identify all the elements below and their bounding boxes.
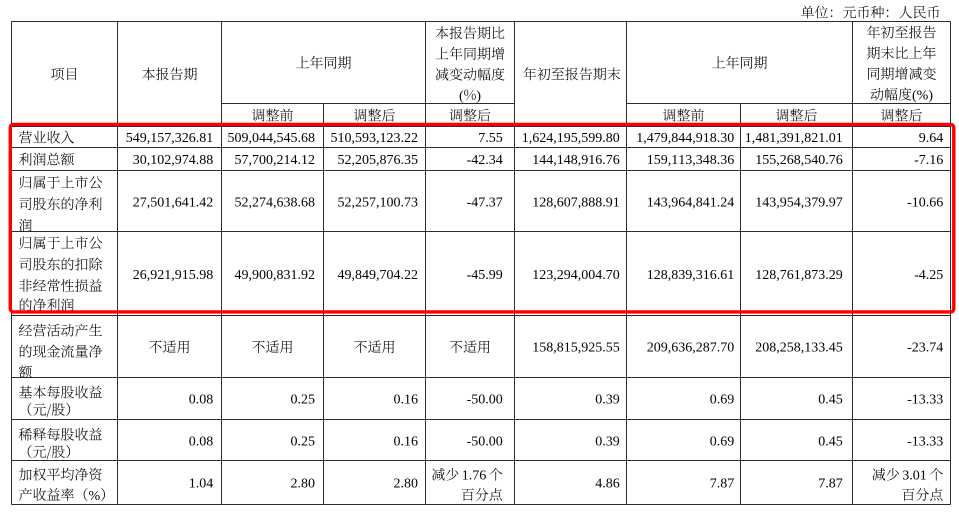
svg-text:-42.34: -42.34 [467,153,503,168]
svg-text:143,964,841.24: 143,964,841.24 [647,195,735,210]
svg-text:0.08: 0.08 [189,393,214,408]
svg-text:159,113,348.36: 159,113,348.36 [647,153,735,168]
svg-text:123,294,004.70: 123,294,004.70 [532,268,620,283]
svg-text:49,900,831.92: 49,900,831.92 [235,268,316,283]
svg-text:0.45: 0.45 [818,434,843,449]
svg-text:49,849,704.22: 49,849,704.22 [338,268,419,283]
svg-text:0.45: 0.45 [818,393,843,408]
svg-text:0.69: 0.69 [710,434,735,449]
svg-text:1.04: 1.04 [189,477,214,492]
svg-text:1.76: 1.76 [462,469,487,484]
svg-text:(: ( [459,89,464,104]
svg-text:9.64: 9.64 [919,131,944,146]
svg-text:2.80: 2.80 [291,477,316,492]
svg-text:30,102,974.88: 30,102,974.88 [133,153,214,168]
svg-text:510,593,123.22: 510,593,123.22 [331,131,419,146]
svg-text:158,815,925.55: 158,815,925.55 [532,341,620,356]
svg-text:-4.25: -4.25 [914,268,943,283]
svg-text:52,205,876.35: 52,205,876.35 [338,153,419,168]
svg-text:1,479,844,918.30: 1,479,844,918.30 [636,131,734,146]
svg-text:4.86: 4.86 [595,477,620,492]
svg-text:0.08: 0.08 [189,434,214,449]
svg-text:0.25: 0.25 [291,393,316,408]
svg-text:7.87: 7.87 [710,477,735,492]
svg-text:3.01: 3.01 [902,469,927,484]
svg-text:128,607,888.91: 128,607,888.91 [532,195,620,210]
svg-text:0.39: 0.39 [595,434,620,449]
svg-text:209,636,287.70: 209,636,287.70 [647,341,735,356]
svg-text:-10.66: -10.66 [907,195,943,210]
svg-text:208,258,133.45: 208,258,133.45 [755,341,843,356]
svg-text:52,257,100.73: 52,257,100.73 [338,195,419,210]
svg-text:0.25: 0.25 [291,434,316,449]
svg-text:128,761,873.29: 128,761,873.29 [755,268,843,283]
svg-text:7.87: 7.87 [818,477,843,492]
svg-text:143,954,379.97: 143,954,379.97 [755,195,843,210]
svg-text:1,481,391,821.01: 1,481,391,821.01 [745,131,843,146]
svg-text:-50.00: -50.00 [467,434,503,449]
svg-text:549,157,326.81: 549,157,326.81 [126,131,214,146]
svg-text:2.80: 2.80 [394,477,419,492]
svg-text:7.55: 7.55 [478,131,503,146]
svg-text:-13.33: -13.33 [907,393,943,408]
svg-text:-47.37: -47.37 [467,195,503,210]
svg-text:-50.00: -50.00 [467,393,503,408]
svg-text:(%): (%) [912,89,933,104]
svg-text:-23.74: -23.74 [907,341,943,356]
svg-text:1,624,195,599.80: 1,624,195,599.80 [522,131,620,146]
svg-text:-13.33: -13.33 [907,434,943,449]
svg-text:%: % [89,489,101,504]
svg-text:52,274,638.68: 52,274,638.68 [235,195,316,210]
svg-text:0.39: 0.39 [595,393,620,408]
svg-text:144,148,916.76: 144,148,916.76 [532,153,620,168]
svg-text:): ) [476,89,481,104]
svg-text:-45.99: -45.99 [467,268,503,283]
svg-text:0.69: 0.69 [710,393,735,408]
svg-text:26,921,915.98: 26,921,915.98 [133,268,214,283]
svg-text:155,268,540.76: 155,268,540.76 [755,153,843,168]
svg-text:128,839,316.61: 128,839,316.61 [647,268,735,283]
svg-text:-7.16: -7.16 [914,153,943,168]
svg-text:57,700,214.12: 57,700,214.12 [235,153,316,168]
svg-text:27,501,641.42: 27,501,641.42 [133,195,214,210]
svg-text:0.16: 0.16 [394,434,419,449]
svg-text:509,044,545.68: 509,044,545.68 [228,131,316,146]
svg-text:0.16: 0.16 [394,393,419,408]
